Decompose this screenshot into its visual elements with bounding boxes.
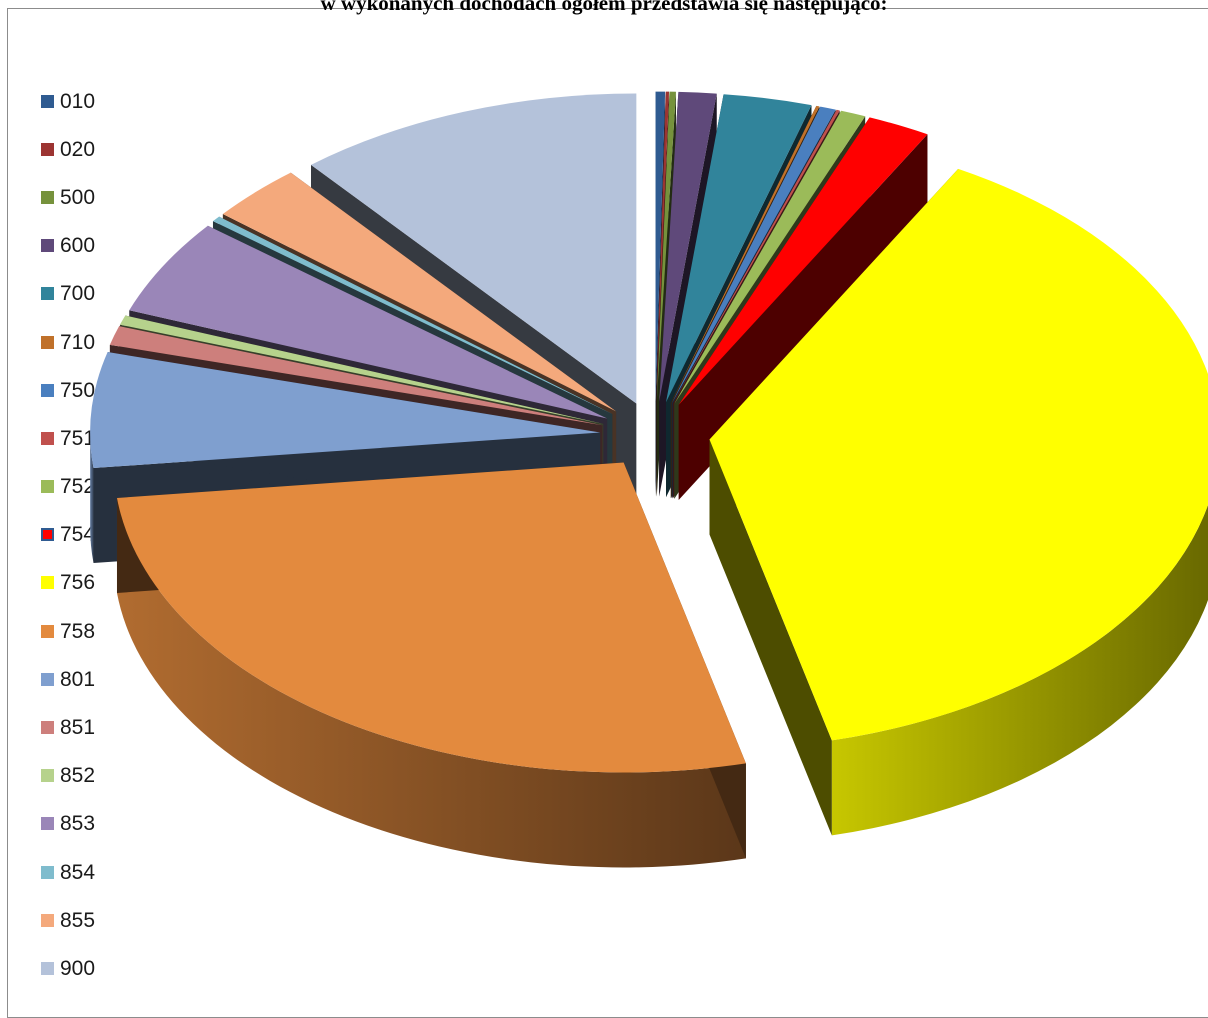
slice-top bbox=[678, 117, 928, 405]
legend-swatch bbox=[41, 961, 54, 975]
legend-label: 855 bbox=[60, 908, 96, 932]
legend-swatch bbox=[41, 94, 54, 108]
legend-swatch bbox=[41, 190, 54, 204]
slice-top bbox=[116, 462, 746, 773]
legend-label: 756 bbox=[60, 571, 96, 595]
legend-item: 854 bbox=[41, 848, 95, 896]
legend-swatch bbox=[41, 480, 54, 494]
legend-item: 855 bbox=[41, 896, 95, 944]
slice-top bbox=[665, 94, 812, 403]
legend-swatch bbox=[41, 624, 54, 638]
slice-top bbox=[709, 168, 1208, 741]
legend-item: 851 bbox=[41, 703, 95, 751]
legend-item: 010 bbox=[41, 77, 95, 125]
legend-swatch bbox=[41, 865, 54, 879]
legend-swatch bbox=[41, 431, 54, 445]
page-heading: w wykonanych dochodach ogółem przedstawi… bbox=[320, 0, 888, 15]
legend-swatch bbox=[41, 335, 54, 349]
legend-label: 752 bbox=[60, 475, 96, 499]
slice-side bbox=[116, 497, 746, 868]
legend-item: 750 bbox=[41, 366, 95, 414]
pie-slice-756 bbox=[709, 168, 1208, 836]
legend-item: 500 bbox=[41, 173, 95, 221]
legend-item: 852 bbox=[41, 752, 95, 800]
slice-top bbox=[674, 110, 866, 404]
slice-top bbox=[119, 315, 604, 424]
legend-label: 758 bbox=[60, 619, 96, 643]
legend-item: 600 bbox=[41, 222, 95, 270]
slice-top bbox=[310, 93, 637, 404]
pie-slice-758 bbox=[116, 462, 746, 868]
legend-label: 751 bbox=[60, 426, 96, 450]
legend-item: 710 bbox=[41, 318, 95, 366]
legend-label: 700 bbox=[60, 282, 96, 306]
slice-wall bbox=[709, 439, 832, 836]
legend-swatch bbox=[41, 528, 54, 542]
legend-item: 756 bbox=[41, 559, 95, 607]
legend-label: 801 bbox=[60, 667, 96, 691]
slice-top bbox=[222, 172, 617, 412]
slice-top bbox=[655, 91, 666, 402]
legend-label: 600 bbox=[60, 234, 96, 258]
legend-item: 853 bbox=[41, 800, 95, 848]
legend-label: 900 bbox=[60, 956, 96, 980]
legend-label: 710 bbox=[60, 330, 96, 354]
slice-side bbox=[831, 504, 1208, 836]
legend-item: 758 bbox=[41, 607, 95, 655]
legend-item: 020 bbox=[41, 125, 95, 173]
legend-item: 801 bbox=[41, 655, 95, 703]
legend-item: 700 bbox=[41, 270, 95, 318]
legend-swatch bbox=[41, 817, 54, 831]
legend-label: 020 bbox=[60, 137, 96, 161]
slice-top bbox=[656, 91, 670, 402]
legend-label: 010 bbox=[60, 89, 96, 113]
slice-top bbox=[90, 352, 601, 469]
legend-swatch bbox=[41, 239, 54, 253]
legend-item: 754 bbox=[41, 511, 95, 559]
chart-legend: 010 020 500 600 700 710 750 751 752 754 756 758 801 8… bbox=[41, 77, 95, 993]
legend-swatch bbox=[41, 142, 54, 156]
legend-label: 853 bbox=[60, 812, 96, 836]
slice-top bbox=[656, 91, 676, 402]
legend-item: 751 bbox=[41, 414, 95, 462]
legend-label: 754 bbox=[60, 523, 96, 547]
legend-item: 752 bbox=[41, 463, 95, 511]
legend-swatch bbox=[41, 913, 54, 927]
legend-swatch bbox=[41, 721, 54, 735]
legend-swatch bbox=[41, 287, 54, 301]
legend-item: 900 bbox=[41, 944, 95, 992]
slice-top bbox=[670, 105, 820, 403]
slice-top bbox=[109, 326, 603, 426]
legend-swatch bbox=[41, 576, 54, 590]
slice-top bbox=[212, 216, 613, 414]
legend-swatch bbox=[41, 769, 54, 783]
slice-side bbox=[90, 432, 94, 564]
legend-label: 750 bbox=[60, 378, 96, 402]
legend-swatch bbox=[41, 672, 54, 686]
legend-label: 852 bbox=[60, 764, 96, 788]
legend-label: 500 bbox=[60, 185, 96, 209]
slice-top bbox=[672, 109, 840, 404]
slice-top bbox=[129, 225, 608, 419]
legend-label: 851 bbox=[60, 716, 96, 740]
slice-top bbox=[659, 91, 717, 402]
legend-swatch bbox=[41, 383, 54, 397]
slice-top bbox=[671, 106, 836, 404]
legend-label: 854 bbox=[60, 860, 96, 884]
